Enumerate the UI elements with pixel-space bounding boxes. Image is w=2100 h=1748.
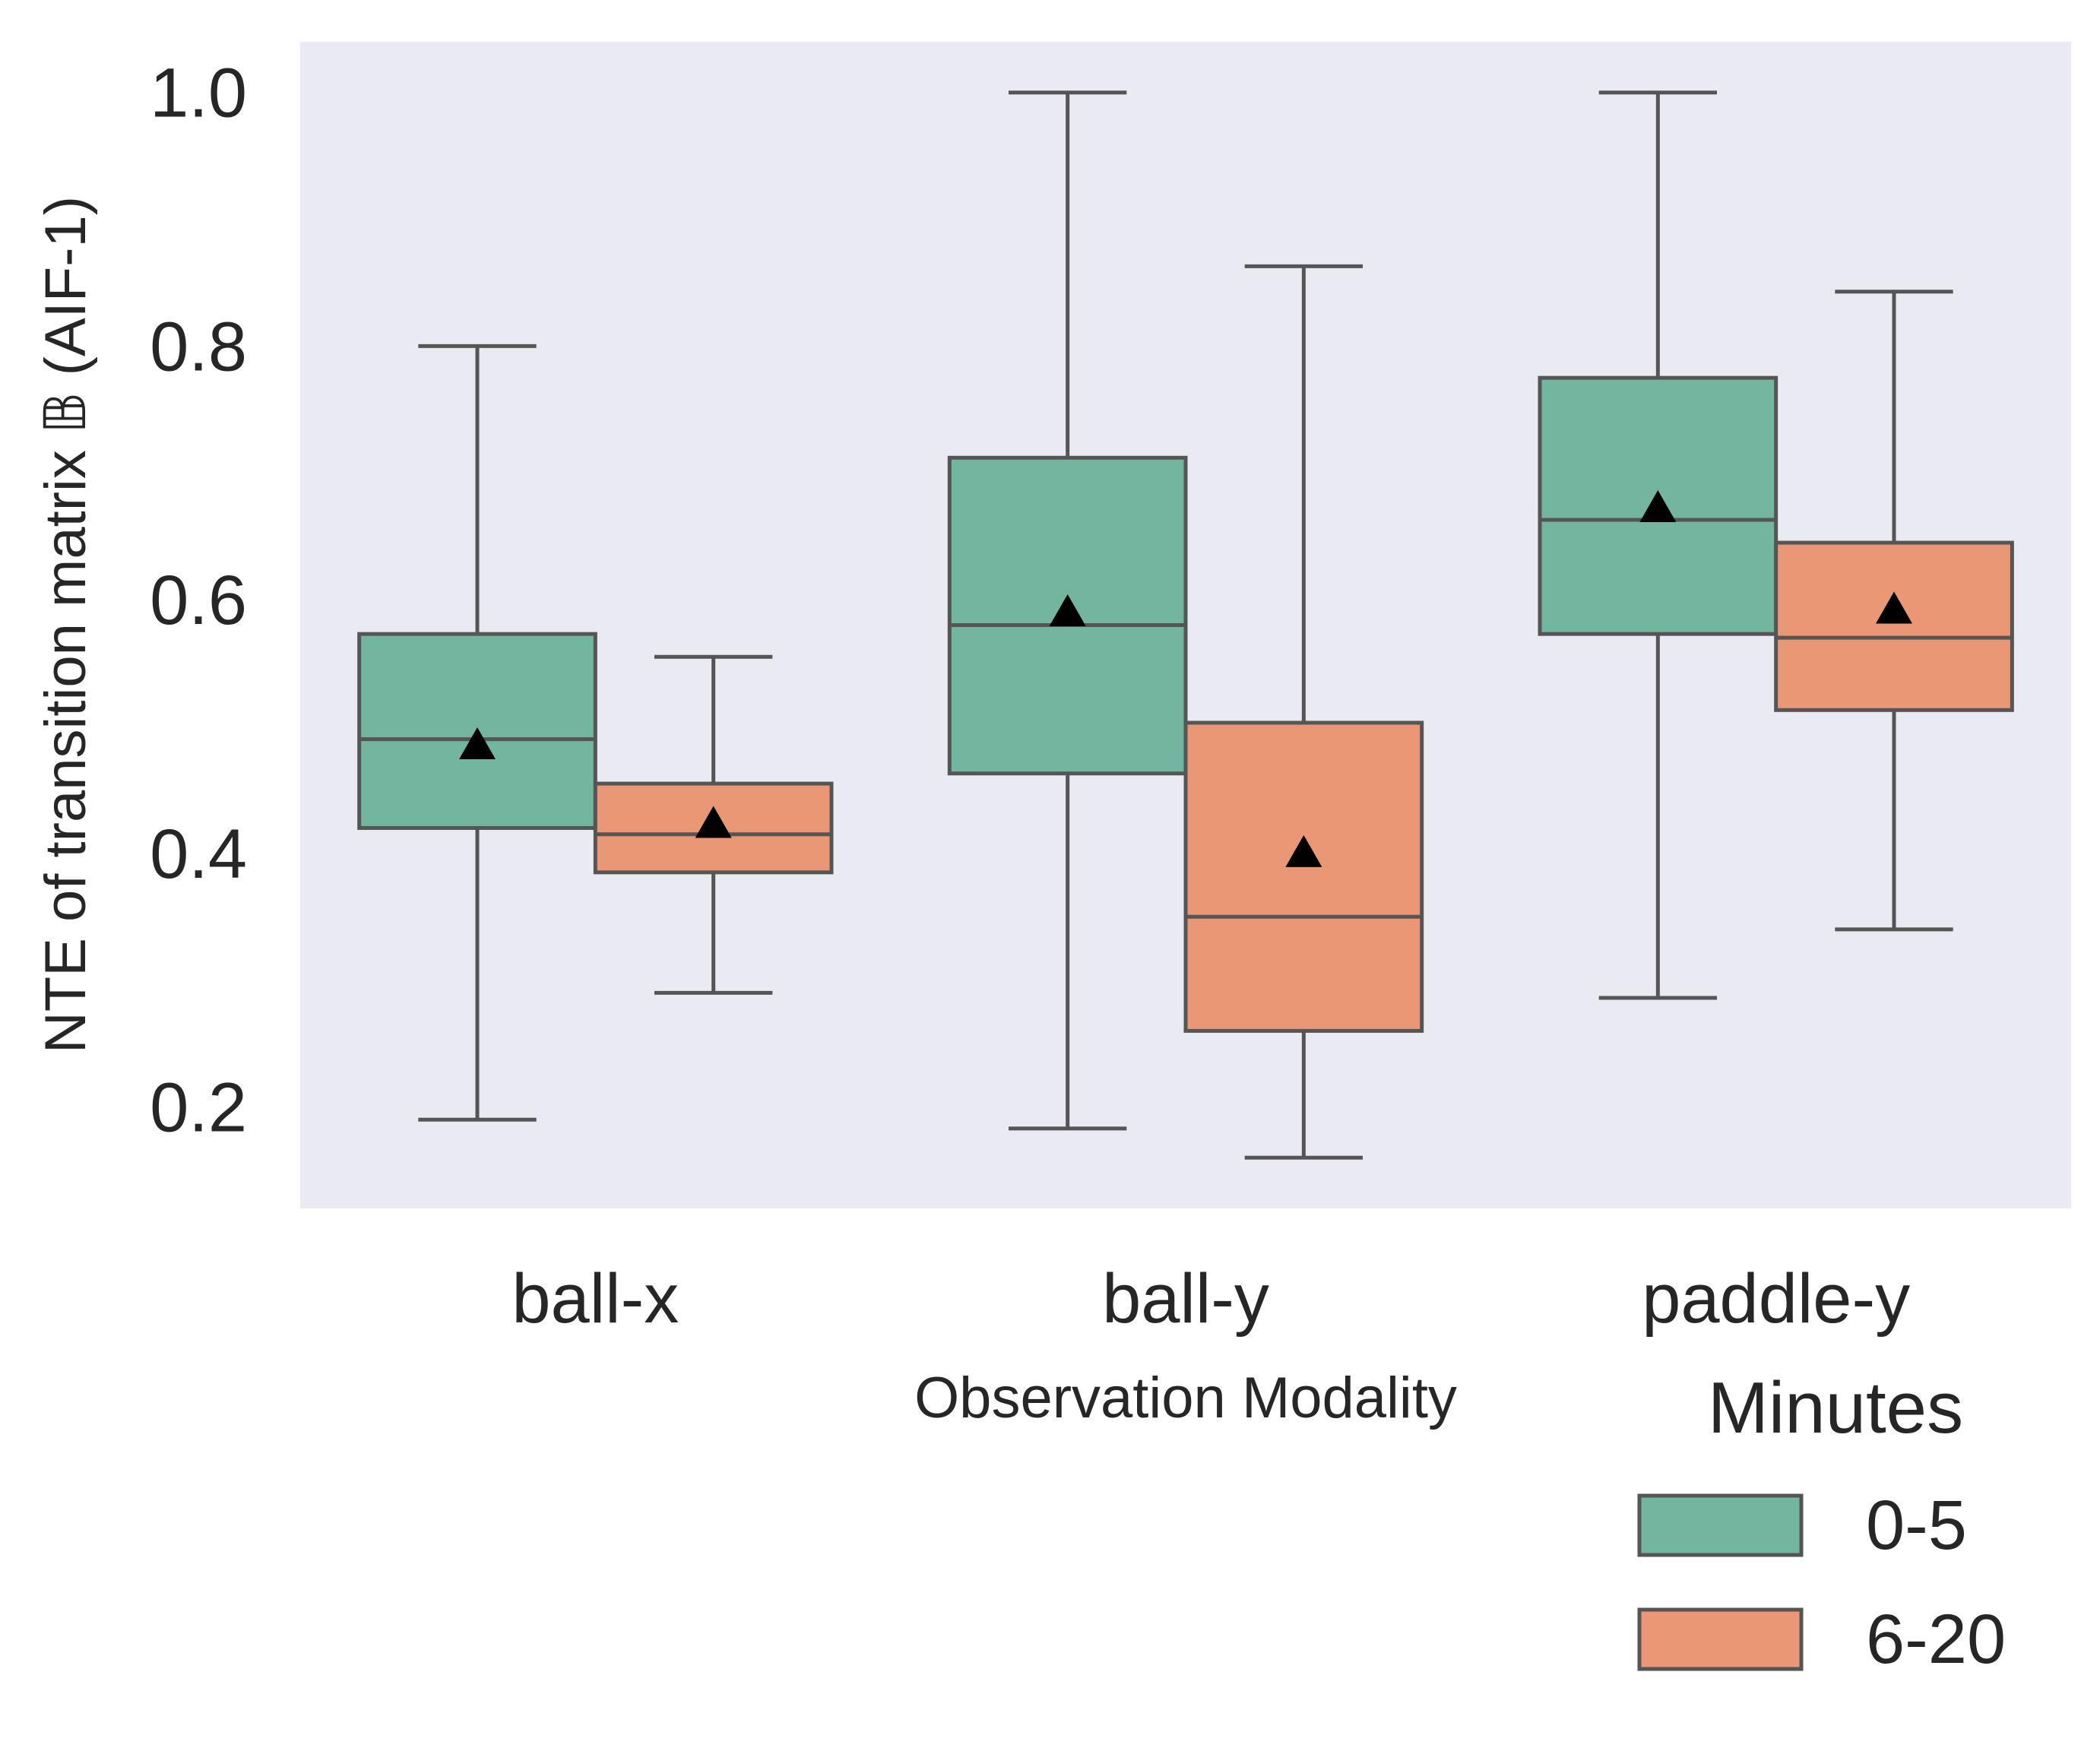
box-ball-y-0-5 [947,90,1188,1131]
y-axis-label: NTE of transition matrix 𝔹 (AIF-1) [33,196,98,1053]
box-paddle-y-0-5 [1538,90,1779,1000]
box-group [357,90,2014,1160]
mean-marker-paddle-y-0-5 [1639,490,1677,522]
x-axis-label: Observation Modality [914,1366,1457,1430]
mean-marker-ball-y-0-5 [1049,594,1086,626]
y-tick-label: 1.0 [150,55,247,132]
legend-label-0-5: 0-5 [1866,1487,1967,1564]
y-tick-label: 0.6 [150,562,247,639]
x-tick-label-ball-x: ball-x [512,1260,679,1338]
x-tick-labels: ball-x ball-y paddle-y [512,1260,1910,1338]
y-tick-label: 0.8 [150,308,247,385]
mean-marker-ball-x-6-20 [695,806,732,838]
box-paddle-y-6-20 [1774,290,2014,932]
legend: Minutes 0-5 6-20 [1637,1367,2006,1678]
legend-label-6-20: 6-20 [1866,1601,2006,1678]
mean-marker-paddle-y-6-20 [1876,591,1912,624]
mean-marker-ball-y-6-20 [1285,834,1322,867]
x-tick-label-ball-y: ball-y [1102,1260,1269,1338]
legend-swatch-6-20 [1637,1607,1804,1671]
y-tick-labels: 0.2 0.4 0.6 0.8 1.0 [150,55,247,1147]
mean-marker-ball-x-0-5 [459,727,496,760]
iqr-box-paddle-y-6-20 [1774,540,2014,712]
legend-title: Minutes [1708,1367,1963,1449]
y-tick-label: 0.2 [150,1069,247,1147]
box-ball-y-6-20 [1183,264,1424,1160]
iqr-box-ball-y-6-20 [1183,720,1424,1033]
box-ball-x-6-20 [593,654,834,995]
y-tick-label: 0.4 [150,815,247,893]
legend-swatch-0-5 [1637,1493,1804,1557]
x-tick-label-paddle-y: paddle-y [1642,1260,1910,1338]
box-ball-x-0-5 [357,344,597,1122]
